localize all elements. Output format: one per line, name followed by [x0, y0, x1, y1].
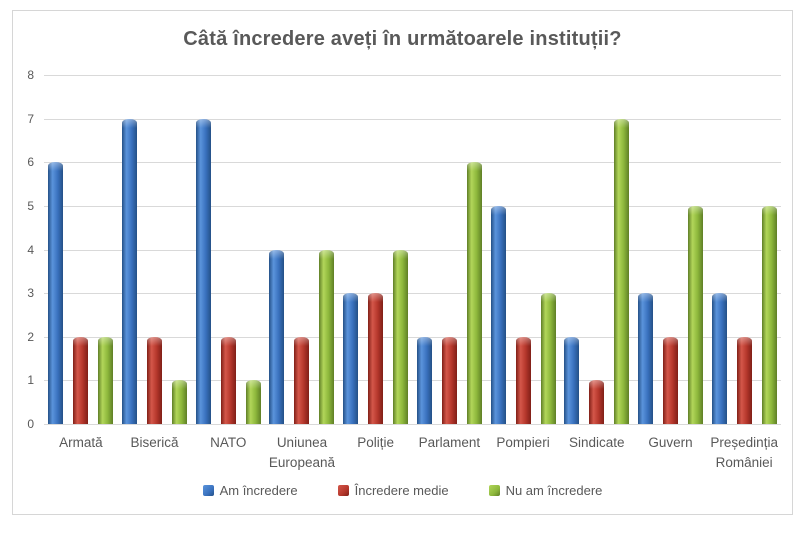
y-axis-tick-label: 0 — [27, 417, 34, 431]
y-axis-tick-label: 2 — [27, 329, 34, 344]
plot-area: 0 1 2 3 4 5 6 7 8 — [27, 69, 781, 430]
x-axis-category-label: NATO — [210, 435, 247, 450]
bar-group — [413, 75, 487, 424]
y-axis-tick-label: 5 — [27, 198, 34, 213]
x-axis-category-label: Sindicate — [569, 435, 625, 450]
bar — [122, 118, 138, 424]
y-axis-tick-label: 7 — [27, 111, 34, 126]
x-axis-category-label: Uniunea Europeană — [268, 435, 335, 471]
bar — [564, 336, 580, 424]
legend-swatch-icon — [337, 485, 349, 496]
bar — [195, 118, 211, 424]
gridline — [44, 249, 781, 251]
bar — [294, 336, 310, 424]
bar — [736, 336, 752, 424]
legend-swatch-icon — [202, 485, 214, 496]
legend-label: Încredere medie — [354, 483, 449, 498]
bar-group — [634, 75, 708, 424]
legend-label: Nu am încredere — [505, 483, 603, 498]
bar — [319, 249, 335, 424]
bar — [147, 336, 163, 424]
bar-group — [560, 75, 634, 424]
x-axis-category-label: Guvern — [648, 435, 693, 450]
bar — [515, 336, 531, 424]
y-axis-tick-label: 6 — [27, 155, 34, 170]
bar — [393, 249, 409, 424]
bar — [662, 336, 678, 424]
bar — [589, 380, 605, 424]
bar — [220, 336, 236, 424]
legend-swatch-icon — [488, 485, 500, 496]
y-axis-tick-label: 3 — [27, 286, 34, 301]
gridline — [44, 336, 781, 338]
bar — [98, 336, 114, 424]
bar — [540, 293, 556, 424]
x-axis-category-label: Președinția României — [710, 435, 778, 471]
bar-group — [265, 75, 339, 424]
x-axis-category-label: Parlament — [418, 435, 481, 450]
gridline — [44, 75, 781, 76]
bar — [711, 293, 727, 424]
bar-group — [44, 75, 118, 424]
y-axis-tick-label: 1 — [27, 373, 34, 388]
bar — [687, 205, 703, 424]
bar — [466, 162, 482, 424]
bar-group — [486, 75, 560, 424]
legend-label: Am încredere — [219, 483, 298, 498]
gridline — [44, 424, 781, 425]
legend: Am încredere Încredere medie Nu am încrede… — [13, 483, 792, 498]
bar — [637, 293, 653, 424]
y-axis-tick-label: 4 — [27, 242, 34, 257]
bar — [343, 293, 359, 424]
bar — [73, 336, 89, 424]
bar-group — [191, 75, 265, 424]
bar-group — [707, 75, 781, 424]
x-axis-category-label: Pompieri — [496, 435, 550, 450]
x-axis-category-label: Biserică — [130, 435, 179, 450]
bar — [245, 380, 261, 424]
legend-item: Am încredere — [202, 483, 298, 498]
x-axis-labels: Armată Biserică NATO Uniunea Europeană Poliț… — [44, 433, 781, 474]
bar — [172, 380, 188, 424]
bar — [761, 205, 777, 424]
gridline — [44, 118, 781, 120]
bar — [416, 336, 432, 424]
bar — [269, 249, 285, 424]
x-axis-category-label: Armată — [59, 435, 103, 450]
legend-item: Încredere medie — [337, 483, 449, 498]
bar — [441, 336, 457, 424]
bar-group — [118, 75, 192, 424]
chart-title: Câtă încredere aveți în următoarele inst… — [183, 28, 622, 50]
y-axis-tick-label: 8 — [27, 68, 34, 82]
legend-item: Nu am încredere — [488, 483, 603, 498]
gridline — [44, 293, 781, 295]
chart-frame: Câtă încredere aveți în următoarele inst… — [12, 10, 793, 515]
bar — [614, 118, 630, 424]
gridline — [44, 205, 781, 207]
bar — [48, 162, 64, 424]
bar-group — [339, 75, 413, 424]
gridline — [44, 162, 781, 164]
gridline — [44, 380, 781, 382]
x-axis-category-label: Poliție — [357, 435, 395, 450]
bar — [368, 293, 384, 424]
bars-layer — [44, 75, 781, 424]
bar — [490, 205, 506, 424]
